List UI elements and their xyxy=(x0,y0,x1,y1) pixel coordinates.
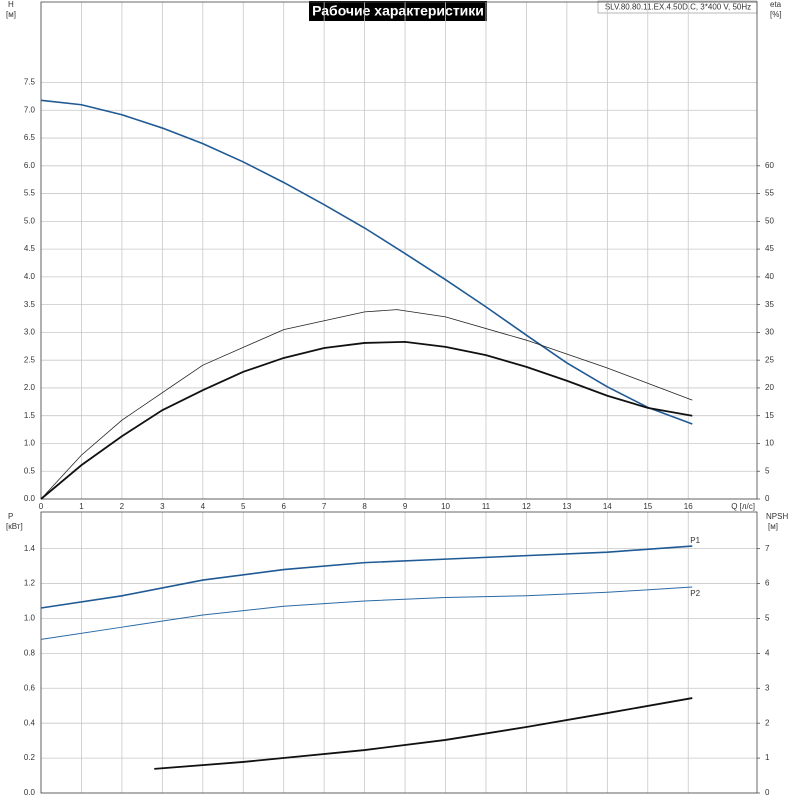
y-tick-label: 5.0 xyxy=(24,216,36,225)
y2-axis-unit: [%] xyxy=(770,10,782,19)
x-tick-label: 3 xyxy=(160,502,165,511)
y2-tick-label: 5 xyxy=(765,614,770,623)
y-tick-label: 0.4 xyxy=(24,718,36,727)
y-tick-label: 1.2 xyxy=(24,579,36,588)
y-tick-label: 1.0 xyxy=(24,614,36,623)
y2-tick-label: 50 xyxy=(765,216,774,225)
y-axis-unit: [м] xyxy=(6,10,16,19)
x-tick-label: 16 xyxy=(684,502,693,511)
y-tick-label: 2.0 xyxy=(24,383,36,392)
series-line xyxy=(40,99,693,425)
y-tick-label: 5.5 xyxy=(24,189,36,198)
y-tick-label: 4.0 xyxy=(24,272,36,281)
y-tick-label: 4.5 xyxy=(24,244,36,253)
y-tick-label: 0.0 xyxy=(24,494,36,503)
y2-tick-label: 2 xyxy=(765,718,770,727)
y2-tick-label: 7 xyxy=(765,544,770,553)
x-tick-label: 4 xyxy=(201,502,206,511)
plot-frame xyxy=(40,1,758,500)
y-axis-label: P xyxy=(8,512,13,521)
series-line xyxy=(40,545,693,609)
series-label: P2 xyxy=(690,589,700,598)
y-tick-label: 0.8 xyxy=(24,648,36,657)
x-tick-label: 14 xyxy=(603,502,612,511)
x-tick-label: 13 xyxy=(562,502,571,511)
y2-tick-label: 30 xyxy=(765,328,774,337)
x-tick-label: 5 xyxy=(241,502,246,511)
x-tick-label: 7 xyxy=(322,502,327,511)
y2-tick-label: 0 xyxy=(765,494,770,503)
y2-tick-label: 40 xyxy=(765,272,774,281)
y2-tick-label: 45 xyxy=(765,244,774,253)
y-tick-label: 1.0 xyxy=(24,439,36,448)
x-tick-label: 9 xyxy=(403,502,408,511)
title-box xyxy=(309,1,487,21)
x-axis-label: Q [л/с] xyxy=(731,502,755,511)
y2-tick-label: 3 xyxy=(765,683,770,692)
x-tick-label: 1 xyxy=(79,502,84,511)
y2-axis-unit: [м] xyxy=(768,522,778,531)
y2-axis-label: NPSH xyxy=(766,512,788,521)
y2-tick-label: 6 xyxy=(765,579,770,588)
y-tick-label: 7.5 xyxy=(24,78,36,87)
y-tick-label: 6.0 xyxy=(24,161,36,170)
y-tick-label: 0.5 xyxy=(24,466,36,475)
series-label: P1 xyxy=(690,536,700,545)
plot-frame xyxy=(40,511,758,794)
y2-tick-label: 15 xyxy=(765,411,774,420)
y-axis-label: H xyxy=(8,0,14,9)
x-tick-label: 10 xyxy=(441,502,450,511)
series-line xyxy=(154,697,693,770)
x-tick-label: 15 xyxy=(643,502,652,511)
x-tick-label: 12 xyxy=(522,502,531,511)
y2-tick-label: 55 xyxy=(765,189,774,198)
y-tick-label: 0.0 xyxy=(24,788,36,797)
y-axis-unit: [кВт] xyxy=(6,522,23,531)
y-tick-label: 3.5 xyxy=(24,300,36,309)
y2-tick-label: 0 xyxy=(765,788,770,797)
y-tick-label: 2.5 xyxy=(24,355,36,364)
chart-title: Рабочие характеристики xyxy=(312,3,484,19)
x-tick-label: 11 xyxy=(482,502,491,511)
y-tick-label: 0.6 xyxy=(24,683,36,692)
y-tick-label: 3.0 xyxy=(24,328,36,337)
series-line xyxy=(40,340,693,500)
y-tick-label: 6.5 xyxy=(24,133,36,142)
x-tick-label: 2 xyxy=(120,502,125,511)
series-line xyxy=(40,309,693,500)
model-label: SLV.80.80.11.EX.4.50D.C, 3*400 V, 50Hz xyxy=(605,3,751,12)
y2-tick-label: 4 xyxy=(765,648,770,657)
y-tick-label: 1.5 xyxy=(24,411,36,420)
y2-tick-label: 60 xyxy=(765,161,774,170)
x-tick-label: 8 xyxy=(362,502,367,511)
y2-tick-label: 25 xyxy=(765,355,774,364)
x-tick-label: 6 xyxy=(281,502,286,511)
y2-tick-label: 10 xyxy=(765,439,774,448)
y-tick-label: 7.0 xyxy=(24,105,36,114)
y-tick-label: 0.2 xyxy=(24,753,36,762)
x-tick-label: 0 xyxy=(39,502,44,511)
y2-tick-label: 35 xyxy=(765,300,774,309)
series-line xyxy=(40,586,693,640)
y2-tick-label: 5 xyxy=(765,466,770,475)
y2-axis-label: eta xyxy=(770,0,782,9)
y2-tick-label: 1 xyxy=(765,753,770,762)
y2-tick-label: 20 xyxy=(765,383,774,392)
y-tick-label: 1.4 xyxy=(24,544,36,553)
